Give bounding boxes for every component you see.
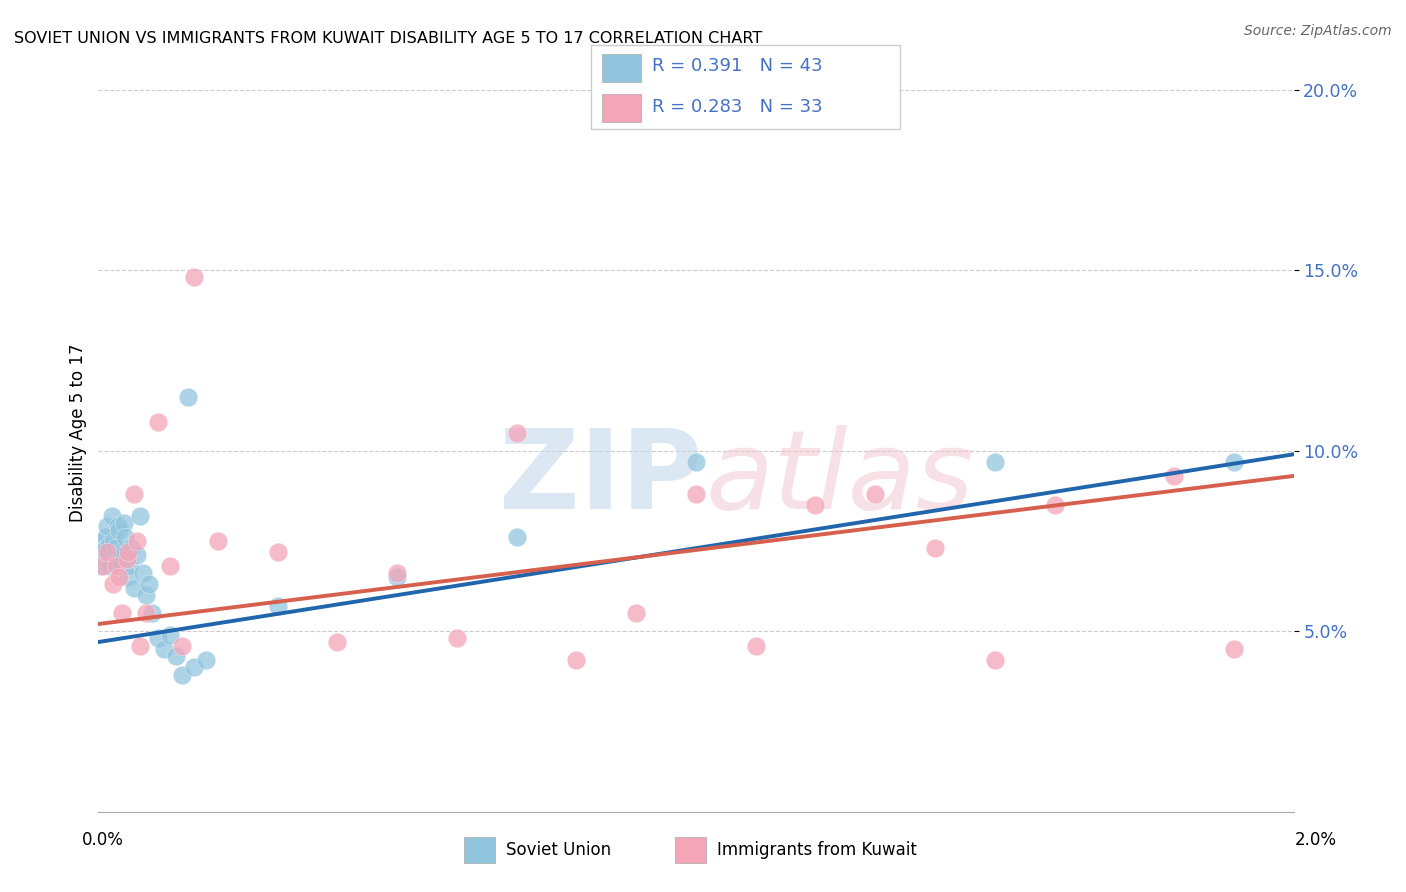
Point xyxy=(446,632,468,646)
Point xyxy=(98,559,122,574)
Text: Soviet Union: Soviet Union xyxy=(506,841,612,859)
Point xyxy=(132,566,155,581)
Y-axis label: Disability Age 5 to 17: Disability Age 5 to 17 xyxy=(69,343,87,522)
Point xyxy=(103,577,125,591)
Point xyxy=(172,639,194,653)
Point xyxy=(111,606,134,620)
Point xyxy=(108,570,131,584)
Text: R = 0.283   N = 33: R = 0.283 N = 33 xyxy=(652,97,823,115)
Point xyxy=(117,570,139,584)
Point xyxy=(148,415,170,429)
Point xyxy=(165,649,187,664)
Point xyxy=(159,628,181,642)
Point xyxy=(1043,498,1066,512)
Point xyxy=(565,653,588,667)
Point xyxy=(127,533,149,548)
Point xyxy=(127,549,149,563)
Point xyxy=(91,559,114,574)
Point xyxy=(96,545,118,559)
Point xyxy=(141,606,163,620)
Point xyxy=(100,508,122,523)
Point xyxy=(177,390,200,404)
Point xyxy=(107,519,129,533)
Text: ZIP: ZIP xyxy=(499,425,702,532)
Point xyxy=(195,653,218,667)
Point xyxy=(506,530,529,544)
Text: R = 0.391   N = 43: R = 0.391 N = 43 xyxy=(652,57,823,75)
Point xyxy=(105,559,128,574)
Point xyxy=(124,581,146,595)
Point xyxy=(135,606,157,620)
Point xyxy=(120,541,142,556)
Point xyxy=(96,541,118,556)
Point xyxy=(1223,454,1246,468)
Point xyxy=(104,541,127,556)
Point xyxy=(159,559,181,574)
Point xyxy=(1163,469,1185,483)
Point xyxy=(98,537,121,551)
Point xyxy=(1223,642,1246,657)
Point xyxy=(108,523,131,537)
Point xyxy=(105,556,128,570)
Point xyxy=(96,519,118,533)
Point xyxy=(97,545,120,559)
Point xyxy=(148,632,170,646)
Point xyxy=(183,270,205,285)
Point xyxy=(685,454,707,468)
Point xyxy=(267,599,290,613)
Text: 2.0%: 2.0% xyxy=(1295,831,1337,849)
Point xyxy=(267,545,290,559)
Text: atlas: atlas xyxy=(704,425,974,532)
Point xyxy=(94,530,117,544)
Point xyxy=(172,667,194,681)
Point xyxy=(153,642,176,657)
Point xyxy=(984,653,1007,667)
Point xyxy=(118,559,141,574)
Text: 0.0%: 0.0% xyxy=(82,831,124,849)
Point xyxy=(103,533,125,548)
Point xyxy=(326,635,349,649)
Point xyxy=(93,545,115,559)
Text: SOVIET UNION VS IMMIGRANTS FROM KUWAIT DISABILITY AGE 5 TO 17 CORRELATION CHART: SOVIET UNION VS IMMIGRANTS FROM KUWAIT D… xyxy=(14,31,762,46)
Point xyxy=(114,530,136,544)
Point xyxy=(124,487,146,501)
Point xyxy=(865,487,887,501)
Point xyxy=(745,639,768,653)
Point xyxy=(135,588,157,602)
Point xyxy=(117,545,139,559)
Point xyxy=(924,541,946,556)
Point xyxy=(115,552,138,566)
Point xyxy=(112,516,135,530)
Point xyxy=(685,487,707,501)
Point xyxy=(385,566,409,581)
Text: Immigrants from Kuwait: Immigrants from Kuwait xyxy=(717,841,917,859)
Point xyxy=(129,508,152,523)
Point xyxy=(90,559,112,574)
Point xyxy=(804,498,827,512)
Point xyxy=(111,549,134,563)
Point xyxy=(506,425,529,440)
Point xyxy=(91,533,114,548)
Point xyxy=(183,660,205,674)
Point xyxy=(110,545,132,559)
Point xyxy=(138,577,160,591)
Text: Source: ZipAtlas.com: Source: ZipAtlas.com xyxy=(1244,24,1392,38)
Point xyxy=(207,533,229,548)
Point xyxy=(626,606,648,620)
Point xyxy=(385,570,409,584)
Point xyxy=(129,639,152,653)
Point xyxy=(984,454,1007,468)
